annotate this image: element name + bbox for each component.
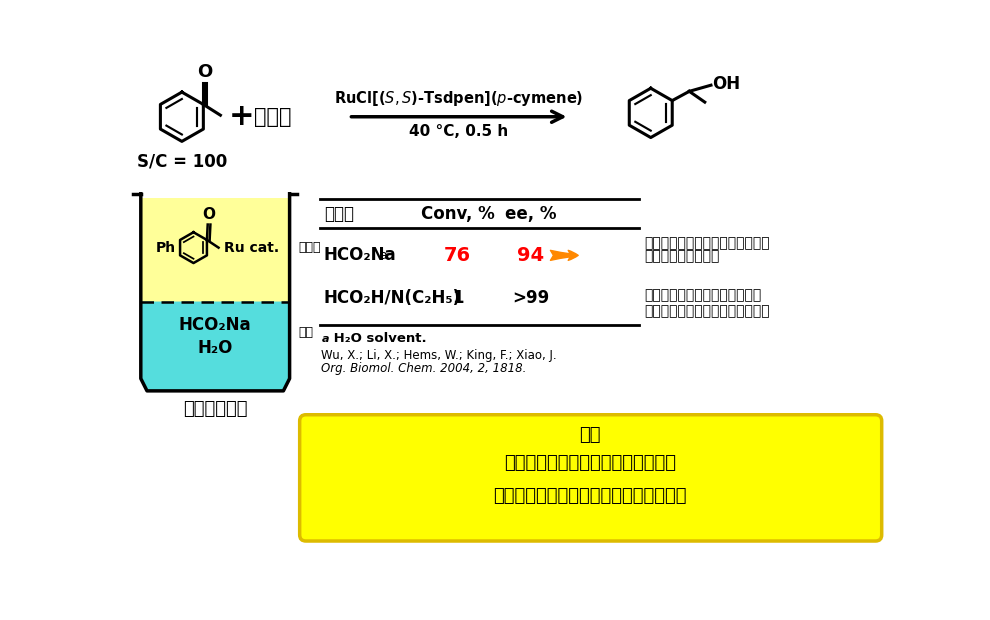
Text: 反応性が非常に高い: 反応性が非常に高い [644, 249, 720, 263]
Text: HCO₂Na: HCO₂Na [324, 246, 396, 264]
Text: HCO₂Na: HCO₂Na [179, 316, 251, 334]
Polygon shape [141, 198, 290, 301]
Text: 特徴: 特徴 [579, 426, 601, 444]
Text: 76: 76 [445, 246, 471, 265]
Text: 水素源: 水素源 [324, 205, 353, 223]
Text: Ru cat.: Ru cat. [224, 241, 279, 255]
Text: OH: OH [713, 74, 741, 92]
Text: ギ酸を水素源とする反応に比べ、: ギ酸を水素源とする反応に比べ、 [644, 236, 770, 250]
Text: 水素源: 水素源 [254, 107, 291, 126]
Text: 有機層: 有機層 [298, 241, 321, 254]
Text: 水層: 水層 [298, 326, 313, 339]
Text: 40 °C, 0.5 h: 40 °C, 0.5 h [409, 125, 508, 140]
Text: >99: >99 [512, 289, 549, 307]
Text: 1: 1 [452, 289, 463, 307]
Text: Org. Biomol. Chem. 2004, 2, 1818.: Org. Biomol. Chem. 2004, 2, 1818. [322, 361, 527, 374]
Text: RuCl[($\it{S,S}$)-Tsdpen]($\it{p}$-cymene): RuCl[($\it{S,S}$)-Tsdpen]($\it{p}$-cymen… [334, 89, 583, 107]
Text: H₂O: H₂O [198, 339, 233, 356]
Text: ともに光学純度の低下がみられる: ともに光学純度の低下がみられる [644, 304, 770, 318]
Text: HCO₂H/N(C₂H₅): HCO₂H/N(C₂H₅) [324, 289, 460, 307]
Text: H₂O solvent.: H₂O solvent. [329, 332, 427, 345]
Polygon shape [141, 301, 290, 390]
Text: 94: 94 [517, 246, 544, 265]
Text: O: O [197, 63, 212, 81]
Text: a: a [379, 249, 387, 262]
Text: エナンチオ選択性が低下することがある: エナンチオ選択性が低下することがある [494, 487, 687, 505]
Text: Wu, X.; Li, X.; Hems, W.; King, F.; Xiao, J.: Wu, X.; Li, X.; Hems, W.; King, F.; Xiao… [322, 349, 557, 362]
Text: 簡便な操作で高い反応性が得られる: 簡便な操作で高い反応性が得られる [504, 454, 676, 472]
Text: Ph: Ph [155, 241, 175, 255]
Text: +: + [229, 102, 254, 131]
Text: O: O [202, 207, 216, 222]
Text: 反応系の概要: 反応系の概要 [183, 401, 248, 419]
Text: a: a [322, 334, 329, 344]
Text: S/C = 100: S/C = 100 [137, 153, 227, 171]
Text: Conv, %: Conv, % [421, 205, 495, 223]
FancyBboxPatch shape [300, 415, 882, 541]
Text: ee, %: ee, % [505, 205, 556, 223]
Text: 基質によっては、反応の経過と: 基質によっては、反応の経過と [644, 288, 761, 303]
